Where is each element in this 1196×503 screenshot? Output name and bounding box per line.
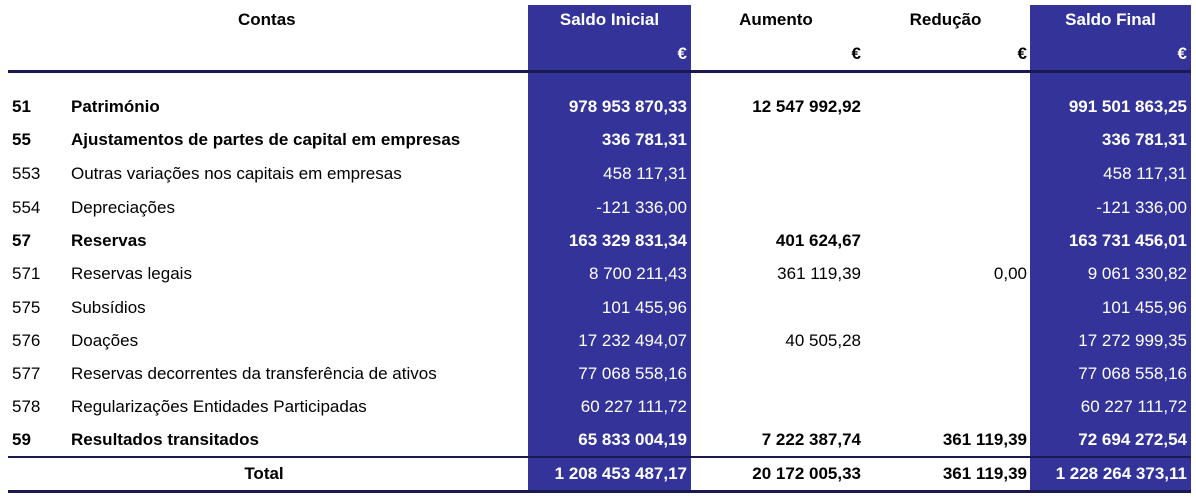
saldo-final-value: 9 061 330,82 [1087,264,1187,283]
table-row: 577 Reservas decorrentes da transferência… [0,357,1196,390]
account-code: 577 [12,364,41,383]
table-row: 553 Outras variações nos capitais em empr… [0,157,1196,190]
total-label: Total [244,464,284,483]
account-code: 578 [12,397,41,416]
currency-saldo-inicial: € [677,44,687,63]
saldo-inicial-value: -121 336,00 [596,198,687,217]
reducao-value [861,291,1027,324]
saldo-inicial-value: 60 227 111,72 [580,397,687,416]
saldo-final-value: -121 336,00 [1096,198,1187,217]
saldo-inicial-value: 101 455,96 [601,298,687,317]
reducao-value [861,157,1027,190]
saldo-final-value: 77 068 558,16 [1078,364,1187,383]
table-row: 576 Doações 17 232 494,07 40 505,28 17 272 9… [0,324,1196,357]
table-row: 55 Ajustamentos de partes de capital em e… [0,123,1196,156]
account-code: 51 [12,97,31,116]
account-code: 553 [12,164,41,183]
aumento-value [691,291,861,324]
reducao-value [861,390,1027,423]
header-aumento: Aumento [739,10,813,29]
saldo-inicial-value: 336 781,31 [601,130,687,149]
currency-aumento: € [851,44,861,63]
reducao-value [861,191,1027,224]
table-row: 57 Reservas 163 329 831,34 401 624,67 163 73… [0,224,1196,257]
saldo-final-value: 458 117,31 [1103,164,1187,183]
table-row: 554 Depreciações -121 336,00 -121 336,00 [0,191,1196,224]
saldo-final-value: 72 694 272,54 [1078,430,1187,449]
aumento-value [691,123,861,156]
reducao-value [861,224,1027,257]
account-name: Depreciações [71,198,175,217]
account-name: Ajustamentos de partes de capital em emp… [71,130,461,149]
account-name: Reservas [71,231,147,250]
aumento-value: 401 624,67 [775,231,861,250]
account-code: 571 [12,264,41,283]
aumento-value: 7 222 387,74 [761,430,861,449]
saldo-final-value: 101 455,96 [1101,298,1187,317]
saldo-inicial-value: 163 329 831,34 [568,231,687,250]
header-contas: Contas [238,10,296,29]
reducao-value: 0,00 [993,264,1027,283]
saldo-inicial-value: 65 833 004,19 [578,430,687,449]
reducao-value [861,357,1027,390]
currency-reducao: € [1017,44,1027,63]
total-saldo-inicial: 1 208 453 487,17 [554,464,687,483]
account-name: Regularizações Entidades Participadas [71,397,367,416]
saldo-final-value: 17 272 999,35 [1078,331,1187,350]
table-row: 51 Património 978 953 870,33 12 547 992,92 9… [0,90,1196,123]
saldo-inicial-value: 77 068 558,16 [578,364,687,383]
saldo-inicial-value: 458 117,31 [603,164,687,183]
account-name: Património [71,97,160,116]
account-name: Reservas legais [71,264,192,283]
account-name: Outras variações nos capitais em empresa… [71,164,402,183]
reducao-value [861,123,1027,156]
account-name: Reservas decorrentes da transferência de… [71,364,437,383]
header-divider [8,70,1191,73]
total-row: Total 1 208 453 487,17 20 172 005,33 361… [0,457,1196,490]
aumento-value: 12 547 992,92 [752,97,861,116]
reducao-value [861,324,1027,357]
table-row: 578 Regularizações Entidades Participadas… [0,390,1196,423]
aumento-value [691,191,861,224]
header-saldo-final: Saldo Final [1065,10,1156,29]
total-saldo-final: 1 228 264 373,11 [1055,464,1187,483]
saldo-inicial-column-bg [528,5,691,490]
reducao-value: 361 119,39 [942,430,1027,449]
header-saldo-inicial: Saldo Inicial [559,10,660,29]
header-reducao: Redução [909,10,982,29]
currency-saldo-final: € [1177,44,1187,63]
account-name: Subsídios [71,298,146,317]
saldo-final-value: 163 731 456,01 [1068,231,1187,250]
account-code: 57 [12,231,31,250]
total-divider-top [8,456,1191,458]
saldo-inicial-value: 978 953 870,33 [568,97,687,116]
total-divider-bottom [8,490,1191,493]
table-row: 571 Reservas legais 8 700 211,43 361 119,39… [0,257,1196,290]
total-reducao: 361 119,39 [942,464,1027,483]
account-name: Resultados transitados [71,430,259,449]
saldo-final-value: 991 501 863,25 [1068,97,1187,116]
reducao-value [861,90,1027,123]
account-code: 575 [12,298,41,317]
account-name: Doações [71,331,139,350]
saldo-final-value: 60 227 111,72 [1080,397,1187,416]
table-row: 59 Resultados transitados 65 833 004,19 7 2… [0,423,1196,456]
aumento-value [691,157,861,190]
account-code: 59 [12,430,31,449]
aumento-value: 361 119,39 [777,264,861,283]
total-aumento: 20 172 005,33 [752,464,861,483]
saldo-inicial-value: 17 232 494,07 [578,331,687,350]
table-row: 575 Subsídios 101 455,96 101 455,96 [0,291,1196,324]
saldo-final-value: 336 781,31 [1101,130,1187,149]
account-code: 55 [12,130,31,149]
account-code: 554 [12,198,41,217]
account-code: 576 [12,331,41,350]
saldo-final-column-bg [1030,5,1191,490]
aumento-value [691,357,861,390]
saldo-inicial-value: 8 700 211,43 [589,264,687,283]
aumento-value: 40 505,28 [785,331,861,350]
aumento-value [691,390,861,423]
